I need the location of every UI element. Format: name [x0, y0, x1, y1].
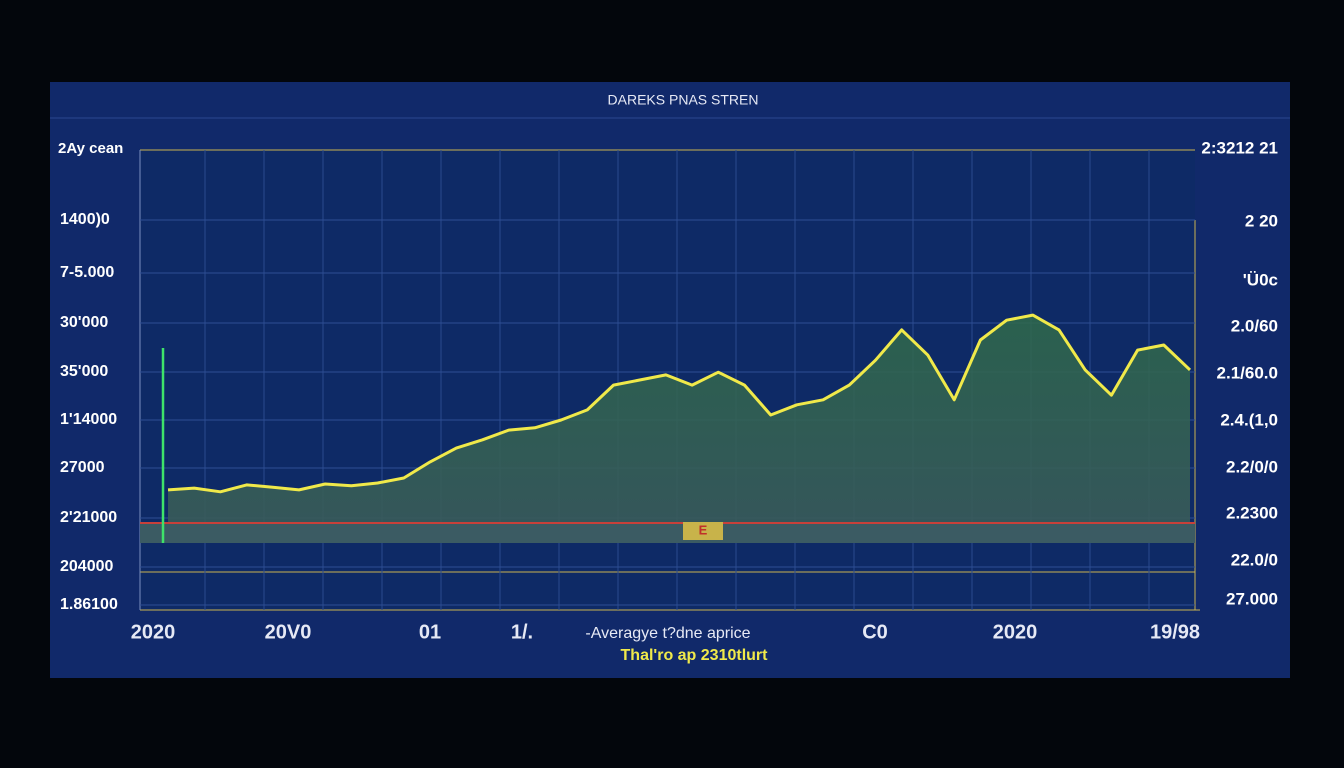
marker-label: E	[699, 522, 708, 537]
y-tick-label: 35'000	[60, 363, 108, 380]
y2-tick-label: 2.1/60.0	[1217, 363, 1278, 382]
y2-tick-label: 'Ü0c	[1243, 270, 1278, 289]
x-tick-label: 19/98	[1150, 621, 1200, 643]
y2-tick-label: 2 20	[1245, 211, 1278, 230]
y2-tick-label: 2.2300	[1226, 503, 1278, 522]
y2-tick-label: 27.000	[1226, 589, 1278, 608]
y-tick-label: 1.86100	[60, 596, 118, 613]
y-tick-label: 7-5.000	[60, 264, 114, 281]
y2-tick-label: 2.4.(1,0	[1220, 410, 1278, 429]
legend-entry: Thal'ro ap 2310tlurt	[621, 647, 769, 664]
y-tick-label: 1400)0	[60, 211, 110, 228]
y2-tick-label: 22.0/0	[1231, 550, 1278, 569]
x-tick-label: 1/.	[511, 621, 533, 643]
y-tick-label: 27000	[60, 459, 105, 476]
y-tick-label: 2'21000	[60, 509, 117, 526]
y-tick-label: 204000	[60, 558, 113, 575]
area	[168, 315, 1190, 543]
y2-tick-label: 2:3212 21	[1201, 138, 1278, 157]
area-group	[168, 315, 1190, 543]
x-tick-label: 2020	[993, 621, 1038, 643]
x-tick-label: C0	[862, 621, 888, 643]
baseline-band	[140, 523, 1195, 543]
y-tick-label: 1'14000	[60, 411, 117, 428]
x-tick-label: 01	[419, 621, 441, 643]
line	[167, 313, 1192, 494]
x-tick-label: 20V0	[265, 621, 312, 643]
y-axis-label: 2Ay cean	[58, 140, 123, 157]
y2-tick-label: 2.0/60	[1231, 316, 1278, 335]
chart-title: DAREKS PNAS STREN	[608, 92, 759, 108]
x-tick-label: 2020	[131, 621, 176, 643]
y-tick-label: 30'000	[60, 314, 108, 331]
y2-tick-label: 2.2/0/0	[1226, 457, 1278, 476]
legend-entry: -Averagye t?dne aprice	[585, 625, 750, 642]
marker-box	[683, 522, 723, 540]
